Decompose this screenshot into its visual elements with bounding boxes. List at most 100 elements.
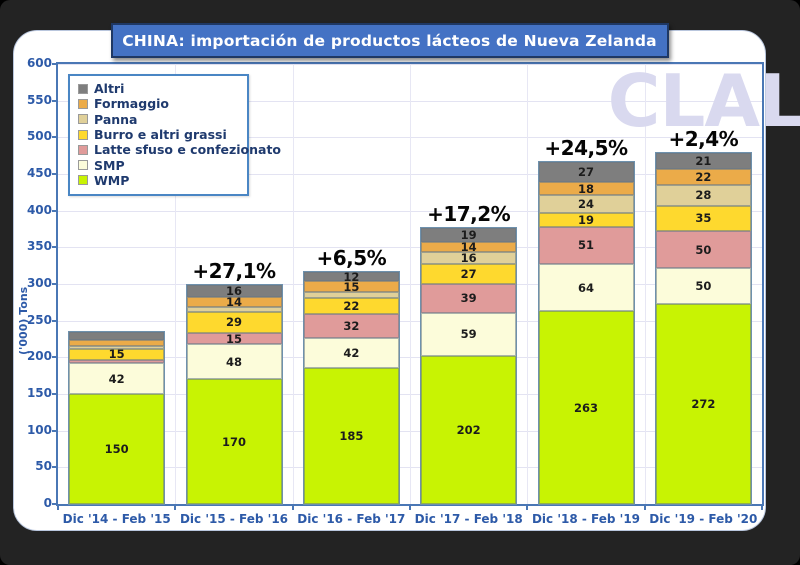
x-axis-category-label: Dic '14 - Feb '15	[62, 512, 171, 526]
bar-segment-wmp: 185	[303, 368, 399, 504]
segment-value-label: 272	[691, 397, 716, 412]
segment-value-label: 15	[225, 331, 242, 346]
bar-segment-altri: 21	[655, 153, 751, 169]
segment-value-label: 64	[577, 280, 594, 295]
stacked-bar: 15 42 150	[69, 331, 165, 504]
y-tick-mark	[52, 99, 57, 102]
segment-value-label: 27	[577, 165, 594, 180]
segment-value-label: 48	[225, 354, 242, 369]
bar-segment-panna	[186, 307, 282, 312]
bar-segment-smp: 48	[186, 344, 282, 380]
bar-segment-wmp: 150	[69, 393, 165, 504]
x-tick-mark	[526, 506, 529, 510]
bar-segment-panna: 28	[655, 184, 751, 206]
bar-segment-latte-sfuso-e-confezionato: 39	[421, 283, 517, 313]
clal-watermark-logo: CLAL	[607, 59, 800, 143]
stacked-bar: 21 22 28 35 50 50 272	[655, 153, 751, 504]
legend-color-swatch	[78, 175, 88, 186]
bar-segment-smp: 59	[421, 312, 517, 356]
legend-label: Formaggio	[94, 96, 170, 112]
bar-segment-latte-sfuso-e-confezionato: 15	[186, 331, 282, 346]
bar-segment-smp: 42	[69, 363, 165, 394]
chart-title-banner: CHINA: importación de productos lácteos …	[110, 23, 669, 58]
y-tick-mark	[52, 319, 57, 322]
x-axis-category-label: Dic '19 - Feb '20	[649, 512, 758, 526]
legend-color-swatch	[78, 98, 88, 109]
bar-segment-altri: 12	[303, 270, 399, 284]
segment-value-label: 42	[343, 345, 360, 360]
plot-area: CLAL 15 42 150 16 14 29 15 48 170 12 15 22 32 42 185 19…	[58, 63, 800, 504]
segment-value-label: 14	[225, 295, 242, 310]
x-axis-category-label: Dic '17 - Feb '18	[414, 512, 523, 526]
segment-value-label: 15	[108, 347, 125, 362]
legend-label: Latte sfuso e confezionato	[94, 142, 282, 158]
legend-label: Panna	[94, 111, 138, 127]
y-tick-label: 100	[26, 422, 52, 437]
y-tick-mark	[52, 393, 57, 395]
bar-segment-formaggio: 22	[655, 168, 751, 185]
legend-color-swatch	[78, 83, 88, 94]
segment-value-label: 24	[577, 197, 594, 212]
bar-segment-altri: 16	[186, 284, 282, 298]
growth-percent-label: +2,4%	[668, 127, 739, 152]
y-tick-label: 0	[43, 496, 52, 510]
growth-percent-label: +6,5%	[316, 246, 387, 271]
y-tick-label: 600	[26, 56, 52, 70]
legend-color-swatch	[78, 160, 88, 171]
bar-segment-wmp: 272	[655, 304, 751, 504]
segment-value-label: 19	[577, 212, 594, 227]
legend-color-swatch	[78, 129, 88, 140]
y-tick-mark	[52, 503, 57, 505]
segment-value-label: 263	[573, 400, 598, 415]
legend: Altri Formaggio Panna Burro e altri grassi L…	[68, 74, 281, 197]
page-title: CHINA: importación de productos lácteos …	[122, 31, 657, 50]
x-axis-category-label: Dic '18 - Feb '19	[531, 512, 641, 526]
bar-segment-formaggio: 15	[303, 280, 399, 294]
legend-label: Altri	[94, 81, 125, 97]
segment-value-label: 51	[577, 238, 594, 253]
y-tick-mark	[52, 356, 57, 359]
bar-segment-formaggio: 14	[186, 295, 282, 310]
segment-value-label: 59	[460, 327, 477, 342]
legend-item: Formaggio	[78, 96, 239, 111]
legend-item: Burro e altri grassi	[78, 127, 239, 142]
y-tick-mark	[52, 466, 57, 469]
bar-segment-formaggio	[69, 339, 165, 347]
y-tick-mark	[52, 63, 57, 65]
bar-segment-smp: 42	[303, 337, 399, 369]
bar-segment-altri: 19	[421, 228, 517, 242]
gridline	[292, 64, 294, 504]
x-axis-category-label: Dic '16 - Feb '17	[297, 512, 406, 526]
bar-segment-latte-sfuso-e-confezionato: 51	[538, 226, 634, 265]
stacked-bar: 27 18 24 19 51 64 263	[538, 162, 634, 504]
chart-panel: CHINA: importación de productos lácteos …	[13, 23, 800, 531]
gridline	[527, 64, 529, 504]
bar-segment-latte-sfuso-e-confezionato: 32	[303, 314, 399, 338]
bar-segment-formaggio: 18	[538, 182, 634, 196]
legend-color-swatch	[78, 144, 88, 155]
stacked-bar: 12 15 22 32 42 185	[303, 270, 399, 504]
growth-percent-label: +17,2%	[427, 202, 511, 227]
segment-value-label: 21	[695, 154, 712, 169]
legend-label: Burro e altri grassi	[94, 127, 227, 143]
bar-segment-burro-e-altri-grassi: 15	[69, 347, 165, 362]
growth-percent-label: +24,5%	[544, 136, 628, 161]
y-tick-mark	[52, 136, 57, 139]
segment-value-label: 50	[695, 279, 712, 294]
bar-segment-burro-e-altri-grassi: 35	[655, 205, 751, 232]
x-tick-mark	[643, 506, 646, 510]
bar-segment-panna: 16	[421, 251, 517, 266]
segment-value-label: 22	[343, 299, 360, 313]
bar-segment-wmp: 170	[186, 379, 282, 504]
bar-segment-panna	[69, 346, 165, 349]
segment-value-label: 39	[460, 291, 477, 306]
legend-label: SMP	[94, 157, 125, 173]
segment-value-label: 27	[460, 267, 477, 282]
x-tick-mark	[761, 506, 763, 510]
segment-value-label: 170	[221, 434, 246, 449]
y-tick-mark	[52, 429, 57, 432]
segment-value-label: 32	[343, 318, 360, 333]
x-tick-mark	[409, 506, 411, 510]
y-tick-label: 200	[26, 349, 52, 364]
segment-value-label: 16	[460, 251, 477, 266]
